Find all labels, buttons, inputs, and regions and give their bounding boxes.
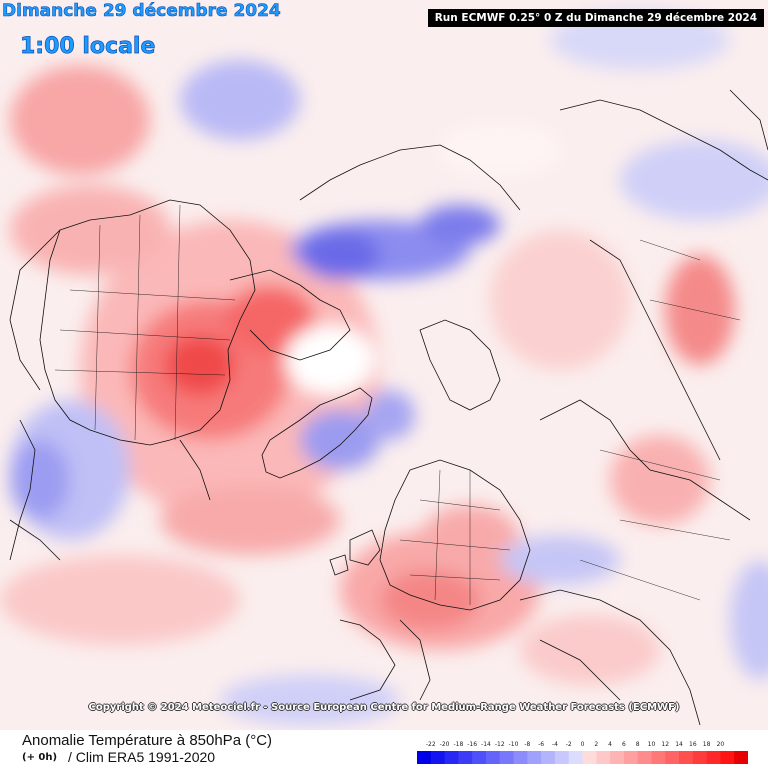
legend-color-swatch bbox=[472, 751, 487, 764]
legend-tick-label: 8 bbox=[636, 741, 640, 748]
legend-tick-label: 14 bbox=[675, 741, 683, 748]
legend-tick-label: 18 bbox=[703, 741, 711, 748]
legend-tick-label: -16 bbox=[467, 741, 477, 748]
legend-tick-label: 16 bbox=[689, 741, 697, 748]
legend-color-swatch bbox=[499, 751, 515, 764]
legend-tick-label: -18 bbox=[453, 741, 463, 748]
legend-color-swatch bbox=[637, 751, 652, 764]
climatology-label: / Clim ERA5 1991-2020 bbox=[68, 749, 216, 765]
legend-color-swatch bbox=[444, 751, 459, 764]
legend-color-swatch bbox=[720, 751, 735, 764]
legend-color-swatch bbox=[568, 751, 583, 764]
legend-color-swatch bbox=[651, 751, 666, 764]
legend-color-swatch bbox=[527, 751, 542, 764]
coastlines bbox=[9, 89, 768, 726]
legend-color-swatch bbox=[554, 751, 570, 764]
legend-tick-label: -10 bbox=[509, 741, 519, 748]
copyright-notice: Copyright © 2024 Meteociel.fr - Source E… bbox=[88, 702, 680, 713]
legend-tick-label: 20 bbox=[717, 741, 725, 748]
legend-tick-label: -20 bbox=[440, 741, 450, 748]
map-title: Anomalie Température à 850hPa (°C) bbox=[22, 732, 273, 749]
forecast-step: (+ 0h) bbox=[22, 752, 58, 763]
legend-tick-label: -2 bbox=[566, 741, 572, 748]
forecast-date: Dimanche 29 décembre 2024 bbox=[2, 1, 281, 22]
legend-tick-label: -6 bbox=[538, 741, 544, 748]
forecast-time: 1:00 locale bbox=[20, 34, 156, 60]
legend-color-swatch bbox=[430, 751, 446, 764]
legend-color-swatch bbox=[485, 751, 501, 764]
legend-color-swatch bbox=[513, 751, 528, 764]
legend-color-swatch bbox=[417, 751, 432, 764]
legend-color-swatch bbox=[596, 751, 611, 764]
legend-color-swatch bbox=[610, 751, 625, 764]
run-info-label: Run ECMWF 0.25° 0 Z du Dimanche 29 décem… bbox=[427, 9, 764, 27]
anomaly-map bbox=[0, 0, 768, 730]
color-legend: -22 -20 -18 -16 -14 -12 -10 -8 -6 -4 -2 0 2 4 6 8 10 12 14… bbox=[417, 741, 748, 764]
legend-tick-label: -4 bbox=[552, 741, 558, 748]
legend-color-swatch bbox=[541, 751, 556, 764]
legend-tick-label: 4 bbox=[608, 741, 612, 748]
legend-color-swatch bbox=[458, 751, 473, 764]
borders bbox=[54, 204, 741, 605]
legend-tick-label: 6 bbox=[622, 741, 626, 748]
legend-color-swatch bbox=[623, 751, 639, 764]
legend-tick-label: 10 bbox=[648, 741, 656, 748]
legend-tick-label: 2 bbox=[594, 741, 598, 748]
legend-tick-label: 0 bbox=[581, 741, 585, 748]
legend-color-swatch bbox=[665, 751, 680, 764]
legend-tick-label: -22 bbox=[426, 741, 436, 748]
anomaly-field bbox=[0, 10, 768, 725]
legend-color-swatch bbox=[692, 751, 708, 764]
legend-tick-label: -14 bbox=[481, 741, 491, 748]
legend-color-swatch bbox=[679, 751, 694, 764]
legend-color-swatch bbox=[706, 751, 721, 764]
legend-tick-label: 12 bbox=[661, 741, 669, 748]
legend-tick-label: -12 bbox=[495, 741, 505, 748]
legend-color-swatch bbox=[582, 751, 597, 764]
legend-tick-label: -8 bbox=[524, 741, 530, 748]
legend-color-swatch bbox=[734, 751, 748, 764]
